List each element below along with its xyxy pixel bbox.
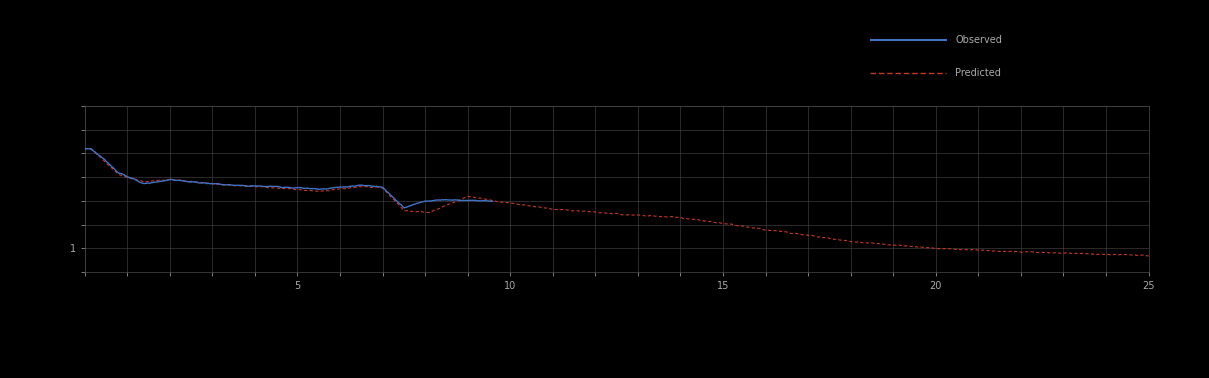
Text: Predicted: Predicted: [955, 68, 1001, 78]
Text: Observed: Observed: [955, 35, 1002, 45]
